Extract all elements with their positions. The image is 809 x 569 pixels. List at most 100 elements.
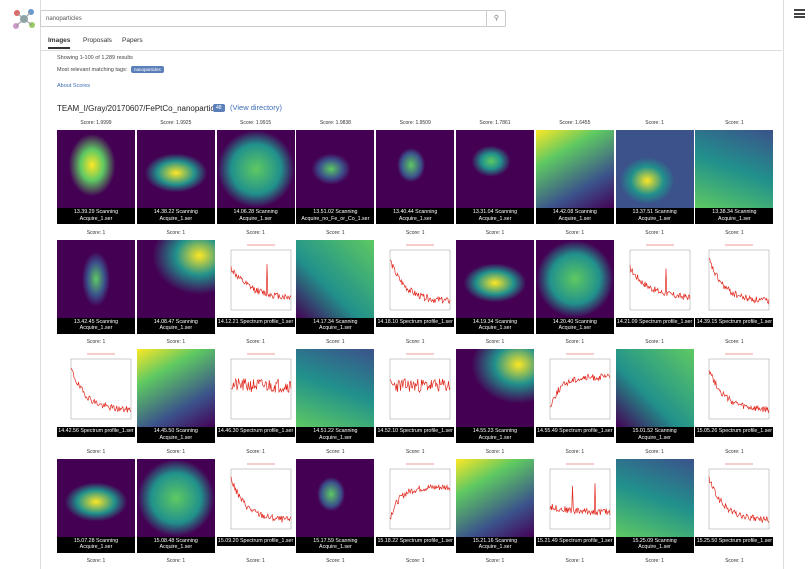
thumbnail[interactable] (535, 239, 614, 318)
caption: 14.38.22 Scanning Acquire_1.ser (136, 208, 215, 224)
caption: 14.21.09 Spectrum profile_1.ser (615, 317, 694, 327)
thumbnail[interactable] (136, 130, 215, 208)
thumbnail[interactable] (456, 130, 534, 208)
score: Score: 1 (166, 448, 186, 455)
caption: 15.05.26 Spectrum profile_1.ser (695, 427, 774, 437)
thumbnail[interactable] (216, 349, 295, 427)
thumbnail[interactable] (615, 349, 694, 427)
thumbnail[interactable] (296, 349, 375, 427)
thumbnail[interactable] (136, 458, 215, 537)
score: Score: 1 (725, 229, 744, 236)
thumbnail[interactable] (615, 239, 694, 318)
caption: 15.25.09 Scanning Acquire_1.ser (615, 536, 694, 553)
score: Score: 1 (485, 229, 505, 236)
thumbnail[interactable] (57, 130, 135, 208)
caption: 14.55.49 Spectrum profile_1.ser (535, 427, 614, 437)
thumbnail[interactable] (296, 239, 375, 318)
score: Score: 1 (166, 339, 186, 345)
score: Score: 1 (725, 120, 744, 126)
score: Score: 1 (645, 339, 664, 345)
score: Score: 1 (485, 558, 505, 564)
logo[interactable] (10, 5, 38, 33)
caption: 13.37.51 Scanning Acquire_1.ser (615, 208, 694, 224)
score: Score: 1 (405, 448, 425, 455)
caption: 13.31.04 Scanning Acquire_1.ser (456, 208, 534, 224)
tab[interactable]: Images (48, 37, 71, 49)
caption: 14.06.28 Scanning Acquire_1.ser (216, 208, 295, 224)
thumbnail[interactable] (615, 458, 694, 537)
thumbnail[interactable] (615, 130, 694, 208)
caption: 14.42.56 Spectrum profile_1.ser (57, 427, 135, 437)
score: Score: 1.9915 (240, 120, 272, 126)
score: Score: 1 (645, 229, 664, 236)
thumbnail[interactable] (535, 458, 614, 537)
search-button[interactable]: ⚲ (486, 10, 506, 27)
caption: 13.51.02 Scanning Acquire_no_Fe_or_Co_1.… (296, 208, 375, 224)
score: Score: 1.9509 (399, 120, 431, 126)
score: Score: 1 (326, 339, 345, 345)
caption: 15.21.49 Spectrum profile_1.ser (535, 536, 614, 546)
caption: 15.21.16 Scanning Acquire_1.ser (456, 536, 534, 553)
result-count: Showing 1-100 of 1,289 results (57, 55, 133, 61)
caption: 15.01.52 Scanning Acquire_1.ser (615, 427, 694, 443)
caption: 14.12.21 Spectrum profile_1.ser (216, 317, 295, 327)
tags-label: Most relevant matching tags: (57, 67, 128, 73)
score: Score: 1 (326, 229, 345, 236)
score: Score: 1 (485, 448, 505, 455)
thumbnail[interactable] (695, 349, 774, 427)
caption: 13.40.44 Scanning Acquire_1.ser (376, 208, 455, 224)
thumbnail[interactable] (57, 349, 135, 427)
tab[interactable]: Papers (122, 37, 143, 44)
caption: 13.39.29 Scanning Acquire_1.ser (57, 208, 135, 224)
thumbnail[interactable] (376, 130, 455, 208)
thumbnail[interactable] (535, 349, 614, 427)
caption: 15.18.22 Spectrum profile_1.ser (376, 536, 455, 546)
caption: 13.38.34 Scanning Acquire_1.ser (695, 208, 774, 224)
score: Score: 1 (405, 339, 425, 345)
thumbnail[interactable] (695, 458, 774, 537)
score: Score: 1 (405, 558, 425, 564)
thumbnail[interactable] (456, 458, 534, 537)
thumbnail[interactable] (216, 239, 295, 318)
thumbnail[interactable] (296, 130, 375, 208)
thumbnail[interactable] (136, 349, 215, 427)
thumbnail[interactable] (216, 458, 295, 537)
caption: 14.52.10 Spectrum profile_1.ser (376, 427, 455, 437)
caption: 14.17.34 Scanning Acquire_1.ser (296, 317, 375, 334)
thumbnail[interactable] (456, 239, 534, 318)
badge: 48 (213, 104, 225, 112)
score: Score: 1.6455 (559, 120, 591, 126)
thumbnail[interactable] (376, 239, 455, 318)
tag[interactable]: nanoparticles (131, 66, 164, 73)
thumbnail[interactable] (376, 349, 455, 427)
score: Score: 1 (565, 229, 585, 236)
thumbnail[interactable] (376, 458, 455, 537)
thumbnail[interactable] (296, 458, 375, 537)
thumbnail[interactable] (216, 130, 295, 208)
search-input[interactable]: nanoparticles (40, 10, 506, 27)
score: Score: 1.9925 (160, 120, 192, 126)
tab[interactable]: Proposals (83, 37, 112, 44)
thumbnail[interactable] (57, 239, 135, 318)
thumbnail[interactable] (535, 130, 614, 208)
content-frame (40, 0, 784, 569)
divider (40, 50, 782, 51)
caption: 14.42.08 Scanning Acquire_1.ser (535, 208, 614, 224)
score: Score: 1 (725, 448, 744, 455)
thumbnail[interactable] (695, 130, 774, 208)
thumbnail[interactable] (136, 239, 215, 318)
view-directory-link[interactable]: (View directory) (230, 103, 282, 112)
caption: 14.39.15 Spectrum profile_1.ser (695, 317, 774, 327)
thumbnail[interactable] (456, 349, 534, 427)
thumbnail[interactable] (57, 458, 135, 537)
caption: 14.45.50 Scanning Acquire_1.ser (136, 427, 215, 443)
about-link[interactable]: About Scores (57, 83, 91, 89)
thumbnail[interactable] (695, 239, 774, 318)
caption: 13.42.45 Scanning Acquire_1.ser (57, 317, 135, 334)
caption: 14.20.40 Scanning Acquire_1.ser (535, 317, 614, 334)
score: Score: 1 (166, 229, 186, 236)
menu-button[interactable] (794, 9, 805, 18)
caption: 14.46.30 Spectrum profile_1.ser (216, 427, 295, 437)
score: Score: 1.9999 (80, 120, 112, 126)
